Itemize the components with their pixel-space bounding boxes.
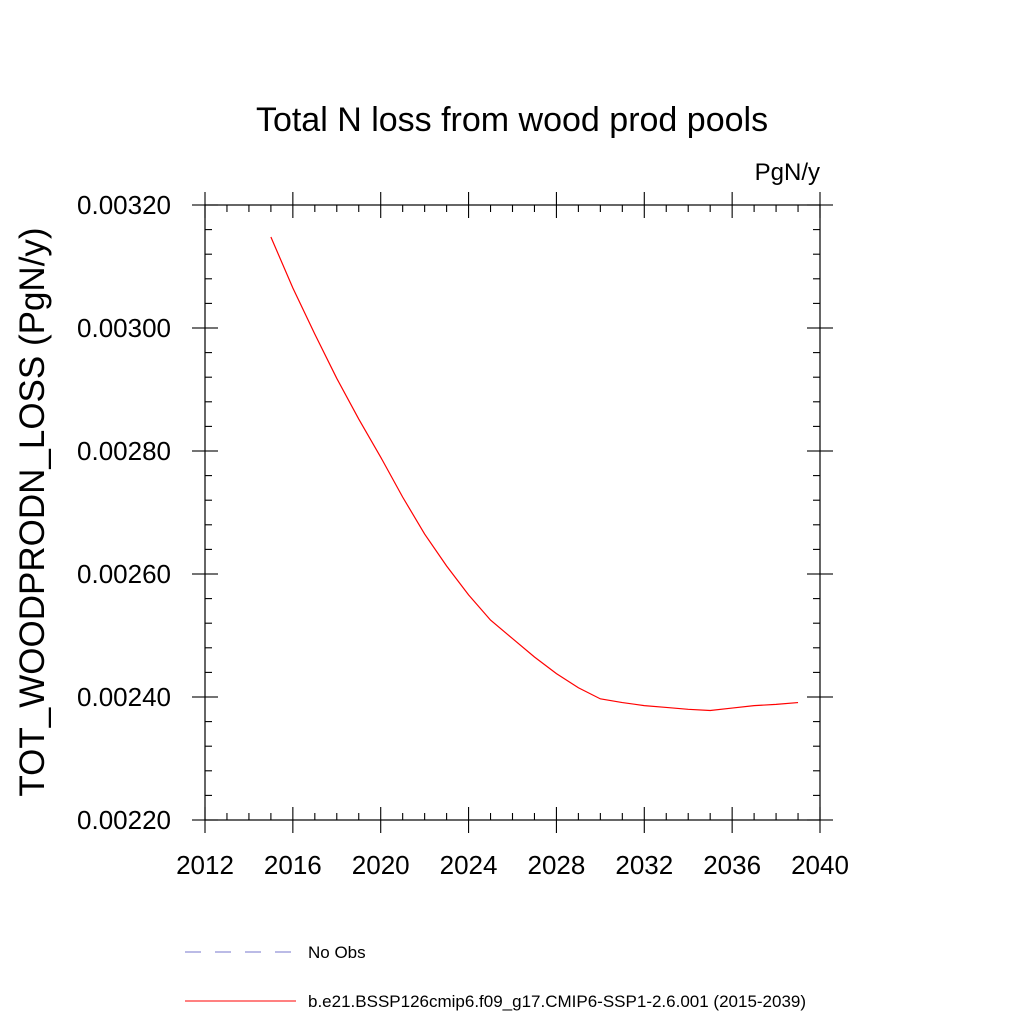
y-tick-label: 0.00320 bbox=[77, 190, 171, 220]
y-tick-label: 0.00220 bbox=[77, 805, 171, 835]
y-tick-label: 0.00300 bbox=[77, 313, 171, 343]
y-tick-label: 0.00240 bbox=[77, 682, 171, 712]
legend: No Obs b.e21.BSSP126cmip6.f09_g17.CMIP6-S… bbox=[185, 943, 806, 1011]
x-tick-label: 2012 bbox=[176, 850, 234, 880]
x-tick-label: 2028 bbox=[528, 850, 586, 880]
series-layer bbox=[270, 236, 799, 712]
y-axis-label: TOT_WOODPRODN_LOSS (PgN/y) bbox=[13, 227, 52, 796]
axis-ticks: 2012 2016 2020 2024 2028 2032 2036 2040 0.00220 0… bbox=[77, 190, 849, 880]
x-tick-label: 2020 bbox=[352, 850, 410, 880]
series-line bbox=[270, 236, 799, 712]
units-label: PgN/y bbox=[755, 159, 820, 186]
x-tick-label: 2040 bbox=[791, 850, 849, 880]
legend-label: b.e21.BSSP126cmip6.f09_g17.CMIP6-SSP1-2.… bbox=[308, 992, 806, 1011]
x-tick-label: 2016 bbox=[264, 850, 322, 880]
x-tick-label: 2032 bbox=[615, 850, 673, 880]
x-tick-label: 2036 bbox=[703, 850, 761, 880]
y-tick-label: 0.00260 bbox=[77, 559, 171, 589]
chart-title: Total N loss from wood prod pools bbox=[256, 101, 768, 139]
legend-label: No Obs bbox=[308, 943, 366, 962]
y-tick-label: 0.00280 bbox=[77, 436, 171, 466]
x-tick-label: 2024 bbox=[440, 850, 498, 880]
